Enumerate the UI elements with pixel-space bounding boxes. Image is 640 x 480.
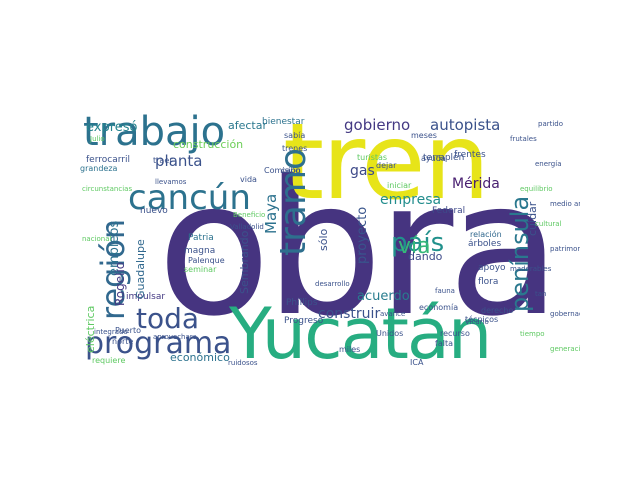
- word: frutales: [510, 135, 537, 143]
- word: norte: [112, 337, 134, 346]
- word: llevamos: [155, 178, 187, 186]
- word: Julio: [90, 135, 105, 143]
- word: partido: [538, 120, 564, 128]
- word: dando: [408, 250, 443, 263]
- word: Mérida: [452, 176, 500, 192]
- word: traer: [153, 156, 173, 165]
- word: grandeza: [80, 164, 118, 173]
- word: eléctrica: [84, 305, 97, 353]
- word: proyecto: [355, 206, 370, 264]
- word: planta: [155, 152, 203, 170]
- word: Federal: [432, 206, 466, 216]
- word: flora: [478, 277, 499, 287]
- word: frentes: [454, 150, 486, 160]
- word: patrimonio: [550, 245, 580, 253]
- word: Valladolid: [230, 223, 264, 231]
- word: gobierno: [344, 116, 411, 134]
- word: falta: [435, 339, 453, 348]
- word: relación: [470, 230, 502, 239]
- word-cloud: obra tren Yucatán trabajo cancún program…: [80, 106, 580, 367]
- word: equilibrio: [520, 185, 553, 193]
- word: energía: [535, 160, 562, 168]
- word: ruidosos: [228, 359, 258, 367]
- word: Yucatán: [229, 293, 492, 367]
- word: tramo: [273, 147, 314, 256]
- word: cabo: [281, 166, 301, 175]
- word: ferrocarril: [86, 155, 130, 165]
- word: impulsar: [126, 292, 166, 302]
- word: recurso: [440, 329, 470, 338]
- word: expresó: [86, 120, 138, 135]
- word: Rogelio: [113, 261, 127, 306]
- word: Palenque: [188, 256, 225, 265]
- word: tan: [535, 290, 547, 298]
- word: apoyo: [478, 263, 506, 273]
- word: país: [391, 228, 445, 258]
- word: ayuda: [421, 154, 446, 163]
- word: medio ambiente: [550, 200, 580, 208]
- word: vía: [398, 234, 431, 259]
- word: seminar: [184, 265, 217, 274]
- word: gas: [350, 163, 375, 179]
- word: economía: [419, 303, 459, 312]
- word: acuerdo: [357, 289, 410, 304]
- word: empresa: [380, 192, 442, 208]
- word: construcción: [173, 138, 244, 151]
- word: bienestar: [262, 117, 305, 127]
- word: técnicos: [465, 315, 499, 324]
- word: vida: [240, 175, 257, 184]
- word: generación: [550, 345, 580, 353]
- word: Comisión: [264, 166, 301, 175]
- word: trenes: [282, 144, 308, 153]
- word: sabía: [284, 131, 306, 140]
- word: Phillips: [286, 298, 318, 308]
- word: trabajo: [83, 109, 226, 155]
- word: circunstancias: [82, 185, 133, 193]
- word: Unidos: [376, 329, 404, 338]
- word: derecho: [481, 306, 514, 315]
- word: Vicario: [465, 318, 489, 326]
- word: tiempo: [520, 330, 545, 338]
- word: integrado: [94, 328, 128, 336]
- word: árboles: [468, 239, 502, 249]
- word: sólo: [317, 228, 330, 251]
- word: requiere: [92, 356, 126, 365]
- word: Beneficio: [233, 211, 266, 219]
- word: Puerto: [115, 326, 141, 335]
- word: autopista: [430, 116, 501, 134]
- word: miles: [339, 345, 361, 354]
- word: turistas: [357, 153, 388, 162]
- word: tren: [283, 106, 490, 223]
- word: nuevo: [140, 206, 168, 216]
- word: Progreso: [284, 316, 324, 326]
- word: económico: [170, 351, 230, 364]
- word: Sembrando: [238, 230, 251, 294]
- word: magna: [184, 246, 216, 256]
- word: desarrollo: [315, 280, 350, 288]
- word: ICA: [410, 358, 424, 367]
- word: Patria: [188, 233, 214, 243]
- word: toda: [136, 302, 200, 335]
- word: gobernador: [550, 310, 580, 318]
- word: fauna: [435, 287, 455, 295]
- word: maderables: [510, 265, 552, 273]
- word: cultural: [535, 220, 562, 228]
- word: obra: [157, 140, 561, 357]
- word: nacional: [82, 235, 112, 243]
- word: avance: [380, 310, 406, 318]
- word: Maya: [262, 193, 280, 234]
- word: construir: [318, 306, 381, 322]
- word: aprovechara: [153, 333, 197, 341]
- word: afectar: [228, 119, 268, 132]
- word: meses: [411, 131, 437, 140]
- word: programa: [85, 326, 232, 361]
- word: dejar: [376, 161, 397, 170]
- word: iniciar: [387, 181, 412, 190]
- word: cancún: [128, 178, 251, 218]
- word: terraplén: [423, 153, 465, 163]
- word: cuidar: [526, 201, 539, 236]
- word: Guadalupe: [134, 239, 147, 299]
